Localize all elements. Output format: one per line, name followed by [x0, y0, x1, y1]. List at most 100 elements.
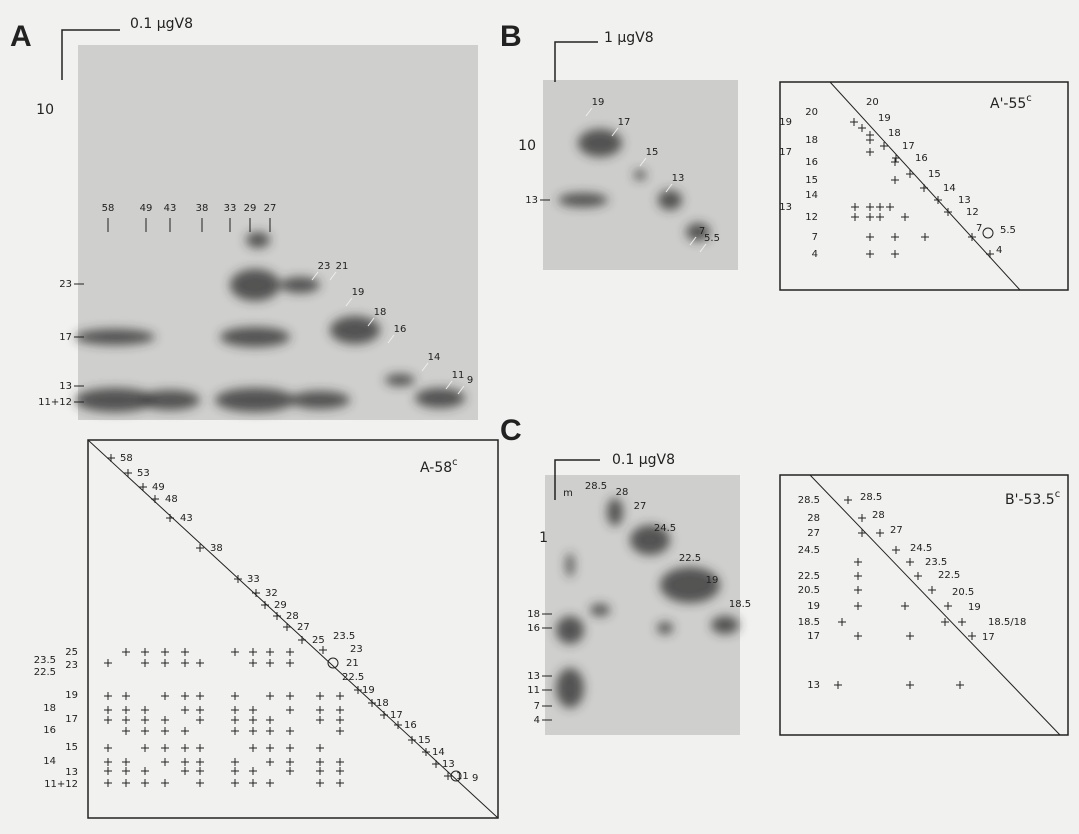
diagonal-label: 11: [456, 771, 469, 782]
spot-tick: [639, 157, 647, 167]
cross: [141, 744, 149, 752]
cross: [866, 250, 874, 258]
spot-tick: [445, 380, 453, 390]
band: [558, 193, 608, 207]
diagonal-c: [809, 474, 1061, 736]
cross: [851, 213, 859, 221]
map-row-label: 22.5: [798, 571, 820, 582]
cross: [196, 544, 204, 552]
diagonal-label: 49: [152, 482, 165, 493]
lane-label: 38: [196, 203, 209, 214]
map-row-label: 17: [807, 631, 820, 642]
cross: [104, 692, 112, 700]
cross: [122, 692, 130, 700]
diagonal-label: 13: [958, 195, 971, 206]
diagonal-label: 12: [966, 207, 979, 218]
cross: [266, 716, 274, 724]
cross: [876, 213, 884, 221]
diagonal-label: 28: [872, 510, 885, 521]
map-row-label: 13: [807, 680, 820, 691]
cross: [231, 779, 239, 787]
row-label: 13: [59, 381, 72, 392]
cross: [319, 646, 327, 654]
map-row-label: 7: [812, 232, 818, 243]
cross: [252, 589, 260, 597]
cross: [231, 648, 239, 656]
cross: [196, 744, 204, 752]
lane-label: m: [563, 488, 573, 499]
diagonal-label: 19: [362, 685, 375, 696]
gel-a: [78, 45, 478, 420]
cross: [891, 176, 899, 184]
cross: [181, 758, 189, 766]
cross: [141, 779, 149, 787]
map-row-label: 12: [805, 212, 818, 223]
spot-tick: [311, 271, 319, 281]
diagonal-label: 48: [165, 494, 178, 505]
cross: [394, 721, 402, 729]
cross: [906, 558, 914, 566]
band: [578, 129, 622, 157]
enzyme-label: 0.1 µgV8: [612, 452, 675, 468]
cross: [286, 659, 294, 667]
cross: [891, 158, 899, 166]
row-label: 17: [59, 332, 72, 343]
map-row-label: 28.5: [798, 495, 820, 506]
cross: [408, 736, 416, 744]
cross: [944, 208, 952, 216]
cross: [866, 148, 874, 156]
cross: [231, 692, 239, 700]
diagonal-label: 25: [312, 635, 325, 646]
cross: [901, 213, 909, 221]
cross: [161, 648, 169, 656]
spot-label: 23: [318, 261, 331, 272]
diagonal-label: 58: [120, 453, 133, 464]
cross: [844, 496, 852, 504]
map-row-label: 18.5: [798, 617, 820, 628]
cross: [266, 659, 274, 667]
diagonal-label: 27: [297, 622, 310, 633]
map-title: A-58c: [420, 457, 458, 476]
cross: [261, 601, 269, 609]
map-c: [779, 474, 1069, 736]
diagonal-label: 17: [902, 141, 915, 152]
diagonal-label: 23: [350, 644, 363, 655]
cross: [196, 758, 204, 766]
cross: [161, 659, 169, 667]
map-superscript: c: [1055, 489, 1061, 500]
map-row-label: 16: [805, 157, 818, 168]
cross: [196, 716, 204, 724]
band: [415, 388, 465, 408]
band: [330, 316, 380, 344]
lane-label: 19: [706, 575, 719, 586]
panel-label: C: [500, 414, 522, 447]
cross: [866, 203, 874, 211]
spot-tick: [585, 107, 593, 117]
map-row-label: 4: [812, 249, 818, 260]
spot-tick: [345, 297, 353, 307]
diagonal-label: 38: [210, 543, 223, 554]
cross: [422, 748, 430, 756]
cross: [336, 779, 344, 787]
band: [590, 604, 610, 616]
cross: [249, 767, 257, 775]
cross: [834, 681, 842, 689]
cross: [928, 586, 936, 594]
spot-label: 13: [672, 173, 685, 184]
lane-label: 43: [164, 203, 177, 214]
cross: [891, 233, 899, 241]
cross: [316, 706, 324, 714]
lane-label: 49: [140, 203, 153, 214]
cross: [858, 529, 866, 537]
cross: [249, 779, 257, 787]
cross: [316, 744, 324, 752]
map-row-label: 13: [779, 202, 792, 213]
cross: [336, 716, 344, 724]
cross: [104, 767, 112, 775]
cross: [854, 572, 862, 580]
diagonal-label: 20: [866, 97, 879, 108]
cross: [151, 495, 159, 503]
diagonal-label: 53: [137, 468, 150, 479]
